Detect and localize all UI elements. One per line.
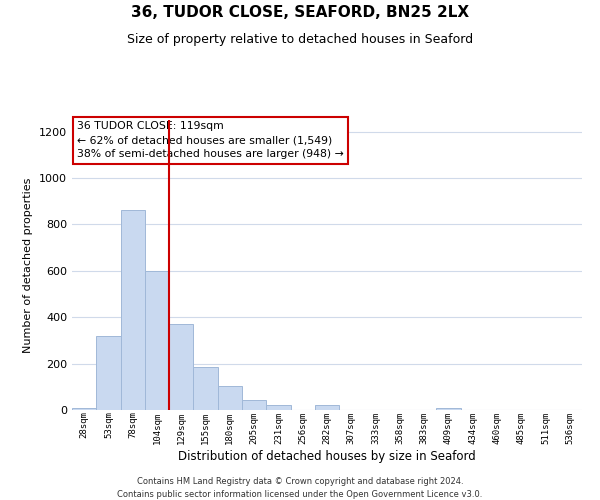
Text: Contains HM Land Registry data © Crown copyright and database right 2024.: Contains HM Land Registry data © Crown c… [137,478,463,486]
Bar [193,367,218,410]
Text: Distribution of detached houses by size in Seaford: Distribution of detached houses by size … [178,450,476,463]
Bar [96,336,121,410]
Bar [72,408,96,410]
Text: Size of property relative to detached houses in Seaford: Size of property relative to detached ho… [127,32,473,46]
Text: 36 TUDOR CLOSE: 119sqm
← 62% of detached houses are smaller (1,549)
38% of semi-: 36 TUDOR CLOSE: 119sqm ← 62% of detached… [77,122,344,160]
Bar [315,406,339,410]
Bar [218,386,242,410]
Bar [145,271,169,410]
Bar [169,324,193,410]
Bar [242,400,266,410]
Text: 36, TUDOR CLOSE, SEAFORD, BN25 2LX: 36, TUDOR CLOSE, SEAFORD, BN25 2LX [131,5,469,20]
Text: Contains public sector information licensed under the Open Government Licence v3: Contains public sector information licen… [118,490,482,499]
Bar [121,210,145,410]
Bar [266,406,290,410]
Bar [436,408,461,410]
Y-axis label: Number of detached properties: Number of detached properties [23,178,34,352]
